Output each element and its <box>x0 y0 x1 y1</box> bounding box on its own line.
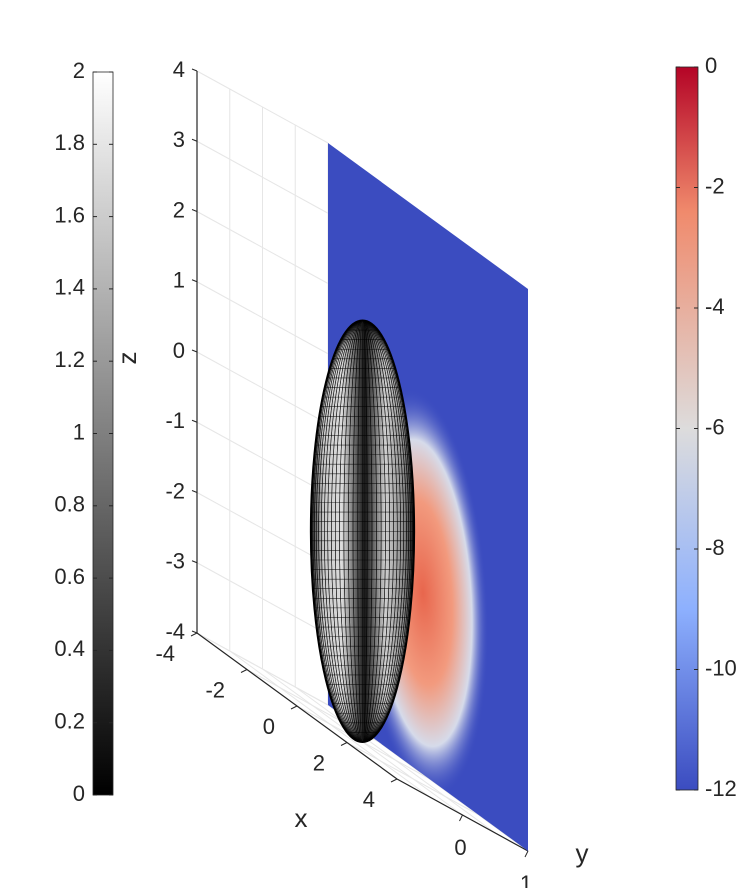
x-tick <box>390 778 398 783</box>
x-tick-label: 0 <box>263 714 275 739</box>
colorbars: 21.81.61.41.210.80.60.40.200-2-4-6-8-10-… <box>54 53 736 806</box>
z-tick <box>191 490 198 493</box>
x-tick-label: 2 <box>313 750 325 775</box>
z-tick-label: -4 <box>165 619 185 644</box>
colorbar-gray-tick-label: 0.2 <box>54 709 85 734</box>
z-tick <box>191 630 198 634</box>
mesh-longitude <box>343 320 382 742</box>
colorbar-gray-tick-label: 1.8 <box>54 130 85 155</box>
z-tick-label: 0 <box>173 338 185 363</box>
mesh-longitude <box>318 320 407 742</box>
z-tick-label: -3 <box>165 549 185 574</box>
colorbar-coolwarm-tick-label: -2 <box>705 173 725 198</box>
y-tick-label: 1 <box>520 871 532 888</box>
mesh-longitude <box>311 320 414 742</box>
axis-tick-labels: 4 3 2 1 0 -1 -2 -3 -4-4 -2 0 2 4 0 1 z x y <box>112 57 589 888</box>
mesh-longitude <box>312 320 413 742</box>
colorbar-gray-tick-label: 1.6 <box>54 202 85 227</box>
y-axis-label: y <box>576 838 589 868</box>
mesh-longitude <box>335 320 390 742</box>
mesh-longitude <box>357 320 368 742</box>
z-tick-label: 4 <box>173 57 185 82</box>
ellipsoid-mesh <box>310 320 415 742</box>
ellipsoid-surface <box>309 319 416 743</box>
z-tick <box>191 138 198 142</box>
x-axis-label: x <box>295 803 308 833</box>
x-tick-label: -2 <box>205 677 225 702</box>
y-tick <box>524 850 529 858</box>
colorbar-gray-tick-label: 0.6 <box>54 564 85 589</box>
mesh-longitude <box>348 320 377 742</box>
z-tick <box>191 419 198 423</box>
mesh-longitude <box>352 320 373 742</box>
z-tick-label: -2 <box>165 478 185 503</box>
mesh-longitude <box>314 320 411 742</box>
mesh-longitude <box>315 320 410 742</box>
x-tick-label: 4 <box>363 787 375 812</box>
z-axis-label: z <box>112 352 142 365</box>
x-tick <box>340 742 348 746</box>
y-tick <box>459 814 463 822</box>
z-tick <box>191 560 198 564</box>
z-tick <box>191 279 198 283</box>
colorbar-gray-tick-label: 1 <box>73 419 85 444</box>
x-tick <box>240 669 248 673</box>
colorbar-gray-tick-label: 1.4 <box>54 275 85 300</box>
colorbar-coolwarm-tick-label: -4 <box>705 294 725 319</box>
z-tick-label: -1 <box>165 408 185 433</box>
y-tick-label: 0 <box>454 835 466 860</box>
colorbar-gray-tick-label: 0 <box>73 781 85 806</box>
colorbar-gray-tick-label: 0.8 <box>54 492 85 517</box>
mesh-longitude <box>324 320 401 742</box>
z-tick <box>191 209 198 212</box>
z-tick-label: 1 <box>173 268 185 293</box>
colorbar-gray-tick-label: 2 <box>73 58 85 83</box>
x-tick <box>190 632 198 637</box>
colorbar-coolwarm-tick-label: -8 <box>705 535 725 560</box>
colorbar-coolwarm-tick-label: 0 <box>705 53 717 78</box>
z-tick-label: 2 <box>173 197 185 222</box>
colorbar-coolwarm-tick-label: -6 <box>705 414 725 439</box>
colorbar-coolwarm-tick-label: -12 <box>705 776 737 801</box>
mesh-longitude <box>310 320 415 742</box>
grid-line <box>229 650 431 798</box>
x-tick-label: -4 <box>155 641 175 666</box>
colorbar-gray-tick-label: 1.2 <box>54 347 85 372</box>
mesh-longitude <box>331 320 394 742</box>
mesh-longitude <box>320 320 405 742</box>
x-tick <box>290 705 298 710</box>
mesh-longitude <box>339 320 386 742</box>
colorbar-gray-tick-label: 0.4 <box>54 636 85 661</box>
z-tick-label: 3 <box>173 127 185 152</box>
grid-line <box>294 686 496 834</box>
z-tick <box>191 68 198 72</box>
z-tick <box>191 349 198 353</box>
colorbar-coolwarm-tick-label: -10 <box>705 655 737 680</box>
mesh-longitude <box>327 320 398 742</box>
